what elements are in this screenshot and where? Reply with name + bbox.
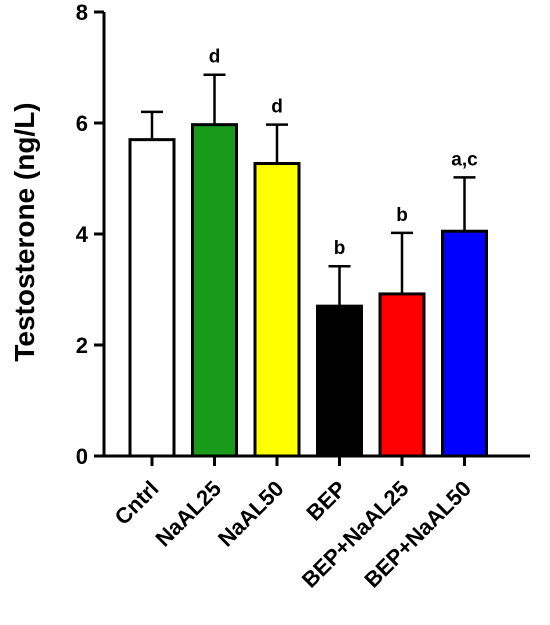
y-tick-label-4: 8 [76,0,88,25]
y-axis-title: Testosterone (ng/L) [9,102,40,361]
sig-label-1: d [209,47,221,68]
category-label-2: NaAL50 [213,476,289,552]
significance-labels: d d b b a,c [209,47,478,259]
sig-label-3: b [334,238,346,259]
y-tick-label-2: 4 [76,222,89,247]
y-tick-label-3: 6 [76,111,88,136]
bar-3 [316,304,363,458]
bar-2 [253,162,301,458]
sig-label-5: a,c [451,149,478,170]
category-label-0: Cntrl [110,476,164,530]
sig-label-4: b [396,205,408,226]
category-label-3: BEP [301,476,351,526]
bars [128,123,488,458]
category-label-5: BEP+NaAL50 [359,476,476,593]
category-label-1: NaAL25 [150,476,226,552]
bar-0 [128,138,176,458]
y-axis: 0 2 4 6 8 [76,0,106,469]
error-bars [141,73,476,307]
y-tick-label-0: 0 [76,444,88,469]
bar-4 [378,292,426,458]
bar-5 [441,229,488,458]
category-label-4: BEP+NaAL25 [297,476,414,593]
sig-label-2: d [271,97,283,118]
y-tick-label-1: 2 [76,333,88,358]
bar-1 [191,123,238,458]
